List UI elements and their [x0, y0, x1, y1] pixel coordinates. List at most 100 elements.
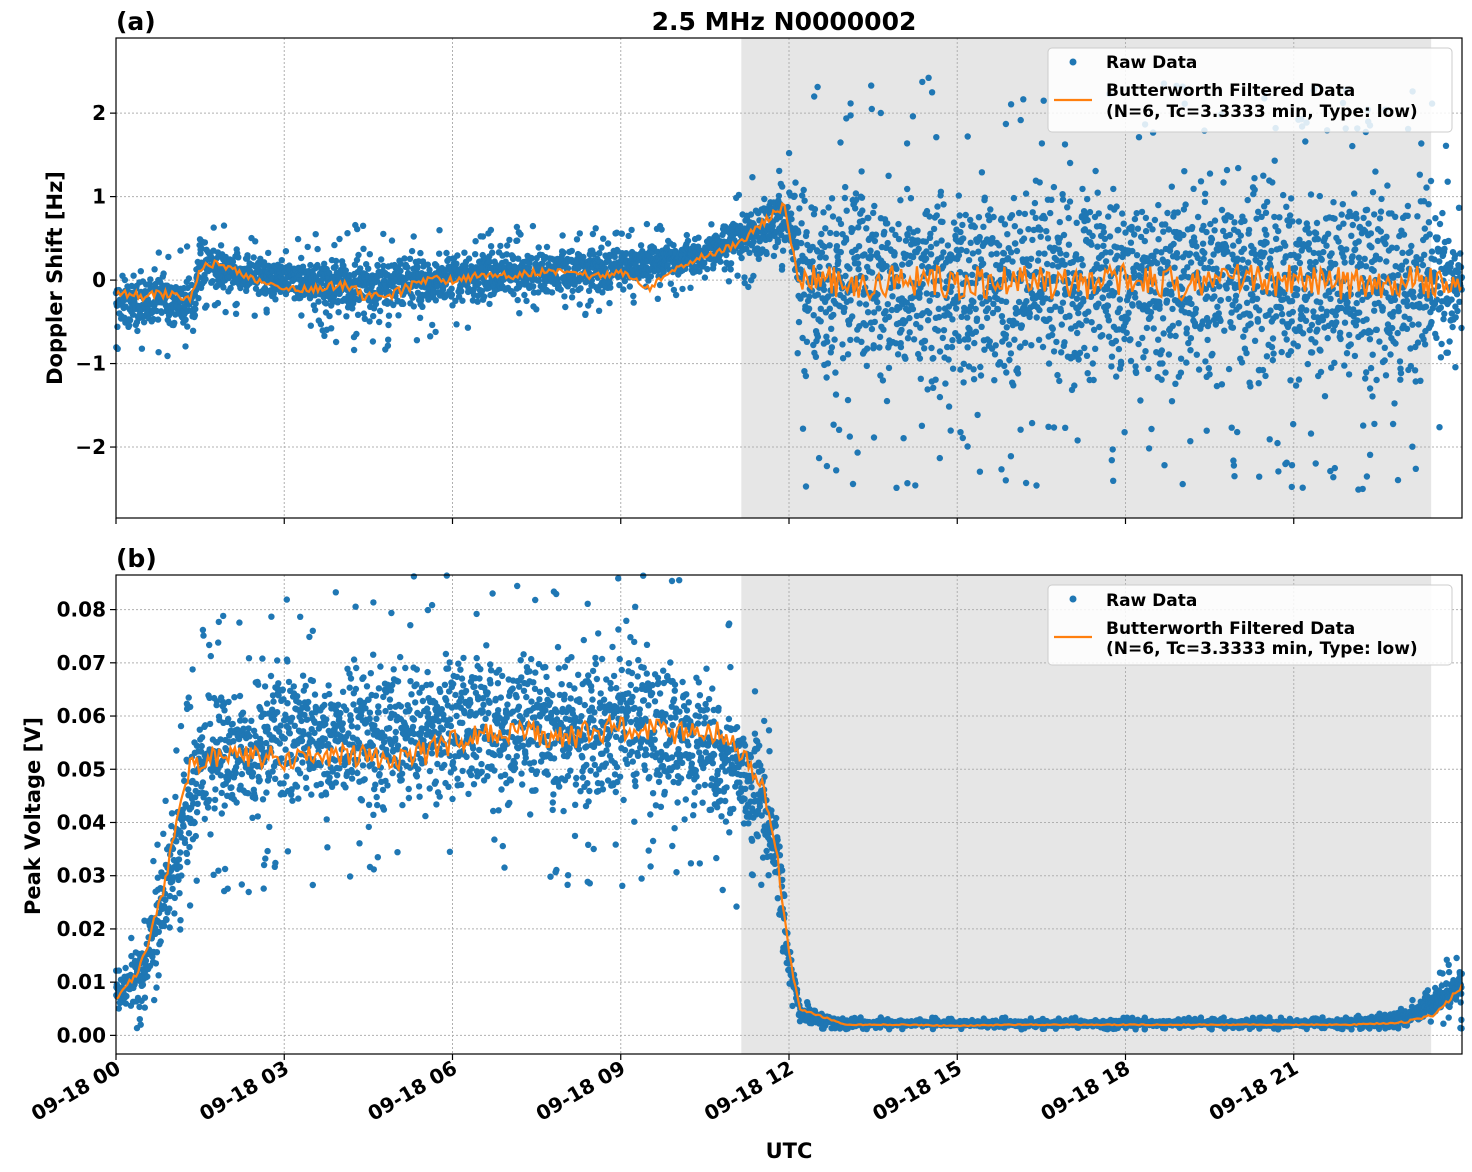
raw-data-point: [1084, 216, 1091, 224]
raw-data-point: [1046, 315, 1053, 323]
raw-data-point: [1168, 398, 1176, 405]
raw-data-point: [1395, 307, 1402, 315]
raw-data-point: [1088, 319, 1095, 326]
raw-data-point: [432, 328, 439, 336]
raw-data-point: [656, 281, 664, 289]
raw-data-point: [376, 318, 383, 326]
raw-data-point: [974, 411, 981, 419]
raw-data-point: [1245, 259, 1252, 266]
raw-data-point: [956, 212, 963, 219]
raw-data-point: [448, 291, 456, 298]
raw-data-point: [1331, 215, 1338, 222]
raw-data-point: [837, 220, 845, 228]
raw-data-point: [847, 336, 854, 344]
raw-data-point: [1433, 334, 1440, 341]
raw-data-point: [1100, 228, 1108, 236]
raw-data-point: [582, 310, 589, 318]
raw-data-point: [977, 363, 984, 371]
raw-data-point: [1133, 252, 1141, 259]
raw-data-point: [207, 831, 214, 838]
raw-data-point: [254, 813, 261, 820]
raw-data-point: [854, 260, 862, 267]
raw-data-point: [1037, 226, 1044, 233]
panel-b: 0.000.010.020.030.040.050.060.070.08 (b)…: [21, 544, 1466, 1060]
raw-data-point: [1355, 254, 1363, 261]
raw-data-point: [1099, 294, 1107, 302]
raw-data-point: [1256, 473, 1263, 480]
raw-data-point: [876, 344, 883, 351]
raw-data-point: [930, 225, 938, 233]
raw-data-point: [1127, 357, 1135, 365]
raw-data-point: [1010, 382, 1017, 389]
raw-data-point: [1367, 230, 1375, 237]
raw-data-point: [647, 273, 655, 280]
raw-data-point: [252, 795, 259, 802]
raw-data-point: [1063, 251, 1070, 258]
raw-data-point: [843, 115, 850, 122]
raw-data-point: [994, 306, 1002, 313]
raw-data-point: [916, 290, 923, 297]
raw-data-point: [876, 333, 884, 341]
raw-data-point: [376, 307, 384, 315]
raw-data-point: [233, 799, 240, 806]
raw-data-point: [1085, 308, 1092, 315]
raw-data-point: [359, 222, 367, 229]
raw-data-point: [372, 300, 380, 308]
raw-data-point: [142, 289, 149, 296]
raw-data-point: [1304, 360, 1312, 368]
raw-data-point: [1421, 225, 1429, 232]
raw-data-point: [1397, 376, 1404, 383]
raw-data-point: [194, 800, 201, 807]
raw-data-point: [933, 134, 940, 141]
raw-data-point: [895, 235, 903, 243]
raw-data-point: [802, 372, 810, 380]
raw-data-point: [332, 263, 339, 270]
raw-data-point: [803, 338, 811, 345]
raw-data-point: [1444, 178, 1451, 185]
raw-data-point: [1226, 231, 1234, 239]
raw-data-point: [885, 364, 893, 372]
raw-data-point: [282, 248, 290, 255]
raw-data-point: [151, 266, 158, 273]
panel-a-label: (a): [116, 7, 156, 36]
raw-data-point: [1332, 312, 1340, 319]
raw-data-point: [126, 322, 133, 329]
raw-data-point: [1079, 262, 1086, 269]
raw-data-point: [1155, 336, 1162, 343]
raw-data-point: [436, 250, 443, 257]
raw-data-point: [365, 265, 372, 272]
raw-data-point: [220, 284, 227, 291]
raw-data-point: [1043, 228, 1050, 235]
raw-data-point: [1442, 142, 1450, 149]
raw-data-point: [1107, 249, 1114, 256]
raw-data-point: [481, 293, 488, 300]
raw-data-point: [1363, 316, 1370, 323]
raw-data-point: [487, 243, 495, 250]
raw-data-point: [823, 462, 831, 470]
raw-data-point: [1259, 366, 1267, 374]
raw-data-point: [192, 305, 199, 313]
raw-data-point: [835, 426, 843, 433]
chart-title: 2.5 MHz N0000002: [652, 7, 917, 36]
raw-data-point: [1106, 233, 1114, 240]
raw-data-point: [1260, 172, 1267, 179]
raw-data-point: [1025, 262, 1033, 269]
raw-data-point: [1203, 427, 1210, 434]
raw-data-point: [1172, 332, 1179, 340]
raw-data-point: [218, 789, 225, 797]
raw-data-point: [1240, 245, 1248, 252]
raw-data-point: [1111, 289, 1118, 296]
raw-data-point: [1340, 253, 1347, 261]
raw-data-point: [828, 325, 835, 332]
raw-data-point: [1049, 262, 1056, 269]
raw-data-point: [826, 242, 833, 249]
raw-data-point: [904, 335, 912, 342]
raw-data-point: [867, 252, 875, 260]
raw-data-point: [298, 254, 305, 262]
raw-data-point: [155, 928, 162, 935]
raw-data-point: [1187, 335, 1195, 342]
raw-data-point: [298, 312, 305, 319]
raw-data-point: [1047, 209, 1054, 217]
raw-data-point: [928, 89, 936, 96]
